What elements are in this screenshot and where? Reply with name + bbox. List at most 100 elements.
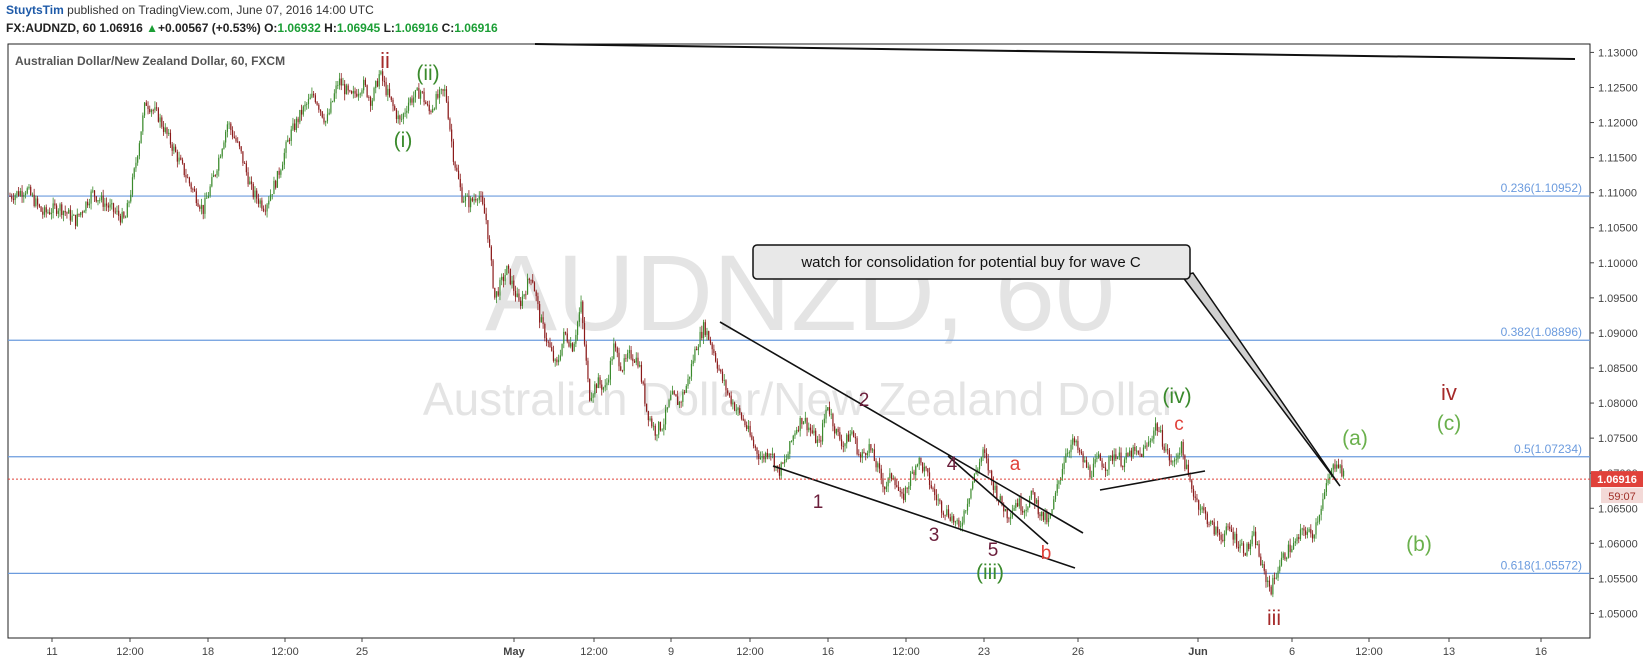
candle-body xyxy=(33,194,35,207)
candle-body xyxy=(485,213,487,221)
candle-body xyxy=(930,484,932,489)
candle-body xyxy=(1065,453,1067,463)
candle-body xyxy=(692,360,694,364)
candle-body xyxy=(580,301,582,313)
candle-body xyxy=(364,79,366,86)
candle-body xyxy=(968,498,970,504)
candle-body xyxy=(230,123,232,131)
candle-body xyxy=(180,157,182,160)
candle-body xyxy=(1139,453,1141,455)
candle-body xyxy=(356,93,358,97)
inner-wedge-line[interactable] xyxy=(947,455,1049,545)
candle-body xyxy=(1072,438,1074,445)
callout-annotation[interactable]: watch for consolidation for potential bu… xyxy=(752,244,1341,487)
candle-body xyxy=(1010,516,1012,519)
consolidation-line[interactable] xyxy=(1099,470,1206,491)
candle-body xyxy=(1275,577,1277,579)
candle-body xyxy=(804,417,806,422)
candle-body xyxy=(81,212,84,214)
candle-body xyxy=(287,139,289,143)
candle-body xyxy=(715,353,717,362)
candle-body xyxy=(673,391,675,395)
candle-body xyxy=(466,195,468,197)
candle-body xyxy=(221,148,223,157)
wedge-lower-line[interactable] xyxy=(772,465,1076,569)
x-tick-label: 26 xyxy=(1072,646,1084,658)
candle-body xyxy=(1177,454,1179,460)
candle-body xyxy=(1110,455,1112,457)
candle-body xyxy=(1098,454,1100,458)
candle-body xyxy=(1030,490,1032,499)
candle-body xyxy=(573,343,575,352)
candle-body xyxy=(980,457,982,463)
candle-body xyxy=(254,190,256,198)
x-tick-label: 11 xyxy=(46,646,57,658)
candle-body xyxy=(1096,457,1098,460)
candle-body xyxy=(323,117,325,123)
candle-body xyxy=(1261,564,1264,566)
candle-body xyxy=(14,195,16,201)
candle-body xyxy=(1001,496,1003,506)
x-tick-label: 16 xyxy=(822,646,834,658)
wave-label: c xyxy=(1174,414,1184,435)
candle-body xyxy=(739,408,741,413)
trendlines[interactable] xyxy=(534,43,1576,569)
candle-body xyxy=(150,110,153,113)
candle-body xyxy=(62,211,65,216)
candle-body xyxy=(211,177,213,187)
candle-body xyxy=(69,209,71,221)
candle-body xyxy=(61,204,63,216)
candle-body xyxy=(302,106,304,115)
candle-body xyxy=(166,127,168,134)
candle-body xyxy=(1008,518,1010,520)
candle-body xyxy=(1339,465,1341,468)
candle-body xyxy=(725,380,727,391)
candle-body xyxy=(490,246,492,261)
long-trendline[interactable] xyxy=(534,43,1576,60)
candle-body xyxy=(972,482,974,489)
candle-body xyxy=(161,117,163,127)
candle-body xyxy=(977,469,979,472)
candle-body xyxy=(834,426,836,434)
candle-body xyxy=(973,473,976,483)
candle-body xyxy=(261,200,263,209)
candle-body xyxy=(880,468,882,479)
chart-title: Australian Dollar/New Zealand Dollar, 60… xyxy=(15,54,285,68)
candle-body xyxy=(1158,430,1160,432)
candle-body xyxy=(173,146,175,151)
candle-body xyxy=(390,96,392,100)
wedge-upper-line[interactable] xyxy=(719,321,1084,534)
candle-body xyxy=(1336,464,1338,469)
candle-body xyxy=(42,211,44,215)
candle-body xyxy=(687,378,689,386)
candle-body xyxy=(1056,484,1058,493)
candle-body xyxy=(999,496,1001,501)
candle-body xyxy=(1210,521,1212,525)
candle-body xyxy=(1341,465,1343,477)
candle-body xyxy=(470,198,472,208)
wave-label: 4 xyxy=(947,454,958,475)
candle-body xyxy=(378,74,380,87)
x-tick-label: May xyxy=(503,646,525,658)
candle-body xyxy=(733,402,736,411)
candle-body xyxy=(1087,466,1089,468)
candle-body xyxy=(1022,510,1024,513)
author-link[interactable]: StuytsTim xyxy=(6,3,64,17)
candle-body xyxy=(1251,535,1253,544)
candle-body xyxy=(1004,509,1007,512)
candle-body xyxy=(1068,452,1070,454)
candle-body xyxy=(1018,498,1020,507)
candle-body xyxy=(728,393,731,396)
candle-body xyxy=(559,355,561,360)
candle-body xyxy=(616,347,618,353)
candle-body xyxy=(285,142,287,153)
candle-body xyxy=(1292,543,1295,550)
candle-body xyxy=(1094,459,1096,464)
candle-body xyxy=(1296,537,1298,542)
callout-box[interactable] xyxy=(752,244,1191,280)
candle-body xyxy=(433,108,436,110)
candle-body xyxy=(1115,454,1117,460)
candle-body xyxy=(169,132,172,145)
candle-body xyxy=(107,205,109,208)
